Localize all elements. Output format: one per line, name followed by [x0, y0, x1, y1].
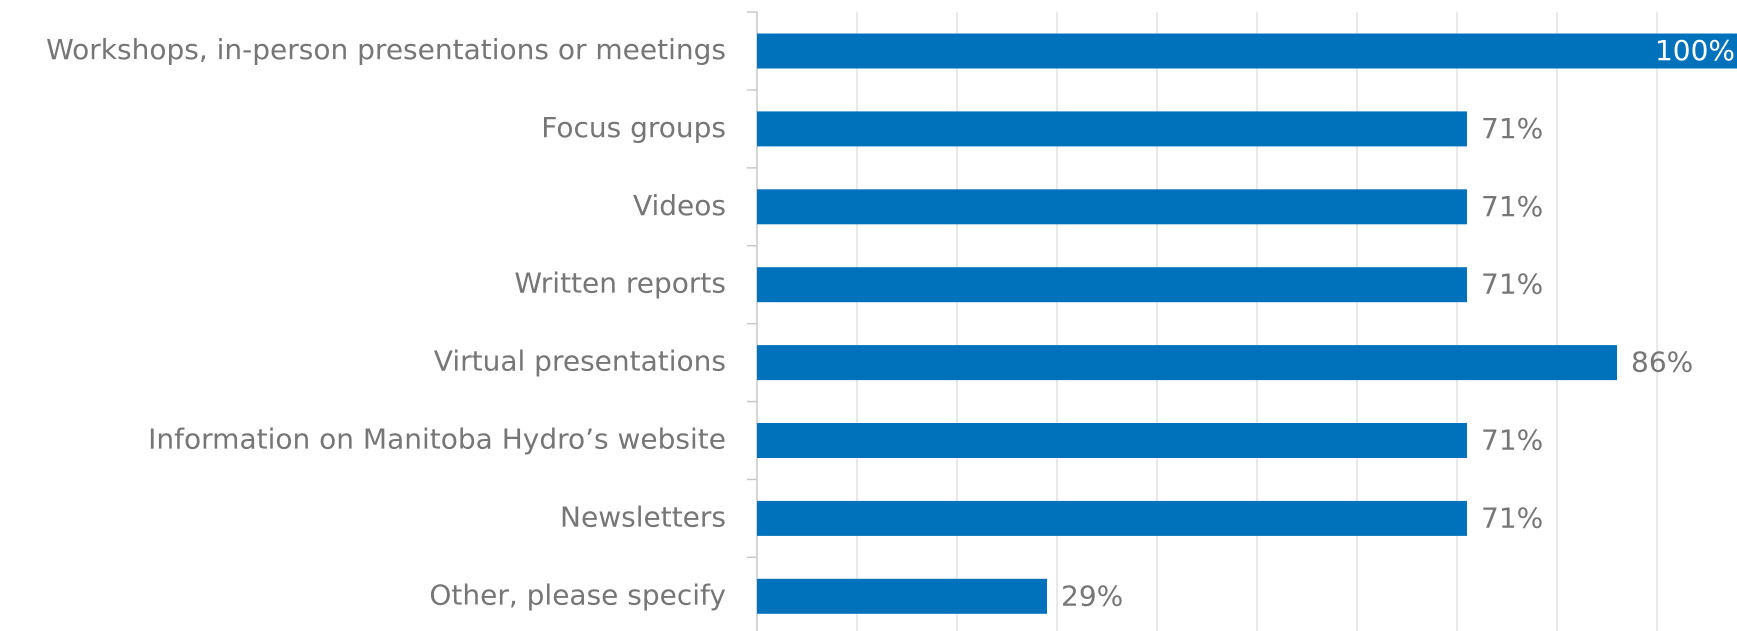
bar — [757, 189, 1467, 225]
bar — [757, 345, 1617, 381]
y-tick-label: Focus groups — [541, 111, 726, 144]
value-label: 71% — [1481, 501, 1543, 534]
y-tick-label: Virtual presentations — [434, 345, 726, 378]
value-label: 71% — [1481, 190, 1543, 223]
value-label: 29% — [1061, 579, 1123, 612]
value-label: 100% — [1655, 34, 1735, 67]
value-label: 71% — [1481, 268, 1543, 301]
bar — [757, 111, 1467, 147]
value-label: 71% — [1481, 424, 1543, 457]
bar — [757, 578, 1047, 614]
bar — [757, 423, 1467, 458]
bar — [757, 500, 1467, 536]
y-tick-label: Information on Manitoba Hydro’s website — [148, 423, 726, 456]
y-tick-label: Workshops, in-person presentations or me… — [46, 33, 726, 66]
y-tick-label: Other, please specify — [429, 578, 726, 611]
y-tick-label: Newsletters — [560, 500, 726, 533]
y-tick-label: Videos — [633, 189, 726, 222]
bar — [757, 267, 1467, 303]
value-label: 71% — [1481, 112, 1543, 145]
y-tick-label: Written reports — [514, 267, 726, 300]
value-label: 86% — [1631, 346, 1693, 379]
bar — [757, 33, 1737, 69]
